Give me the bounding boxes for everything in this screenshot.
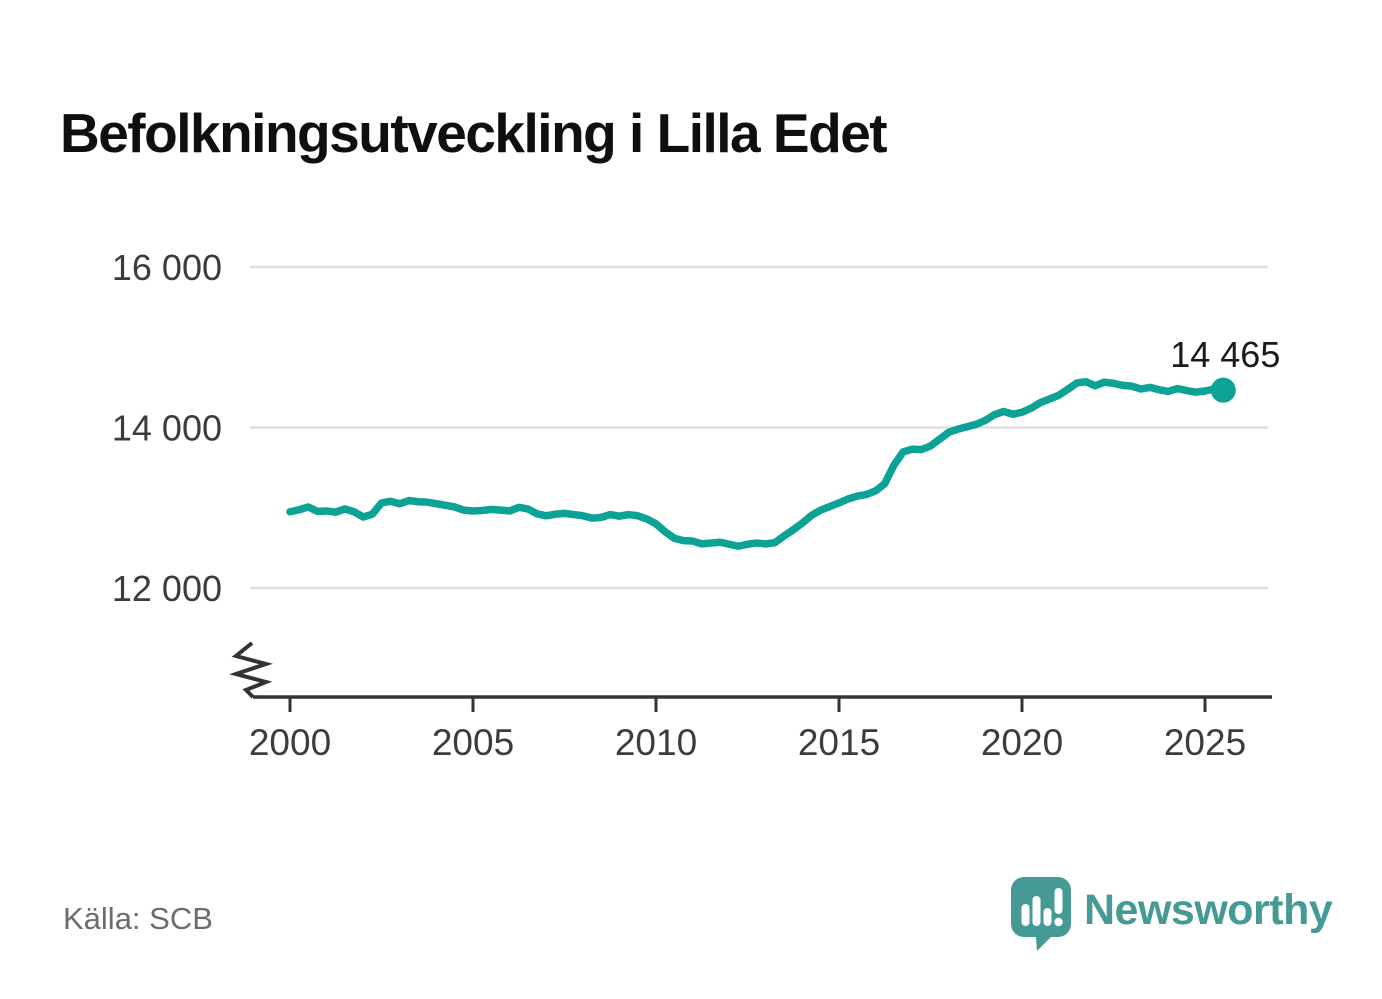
- series-endpoint-dot: [1210, 377, 1236, 403]
- source-note: Källa: SCB: [63, 901, 213, 936]
- newsworthy-logo-icon: [1011, 877, 1071, 951]
- y-tick-label: 16 000: [112, 247, 222, 288]
- bar-icon-1: [1021, 904, 1030, 926]
- x-tick-label: 2015: [798, 722, 880, 763]
- x-tick-label: 2000: [249, 722, 331, 763]
- y-tick-label: 12 000: [112, 568, 222, 609]
- newsworthy-wordmark: Newsworthy: [1084, 886, 1333, 934]
- y-tick-label: 14 000: [112, 408, 222, 449]
- bar-icon-2: [1032, 896, 1041, 926]
- end-value-label: 14 465: [1170, 334, 1280, 375]
- chart-title: Befolkningsutveckling i Lilla Edet: [60, 101, 888, 164]
- x-tick-label: 2010: [615, 722, 697, 763]
- speech-bubble-shape: [1011, 877, 1071, 951]
- x-tick-label: 2020: [981, 722, 1063, 763]
- exclamation-bar-icon: [1054, 888, 1063, 914]
- population-series-line: [286, 378, 1228, 551]
- x-tick-label: 2005: [432, 722, 514, 763]
- bar-icon-3: [1043, 908, 1052, 926]
- y-axis-break-icon: [229, 641, 273, 699]
- newsworthy-logo: Newsworthy: [1008, 874, 1333, 954]
- x-tick-label: 2025: [1164, 722, 1246, 763]
- exclamation-dot-icon: [1054, 917, 1063, 927]
